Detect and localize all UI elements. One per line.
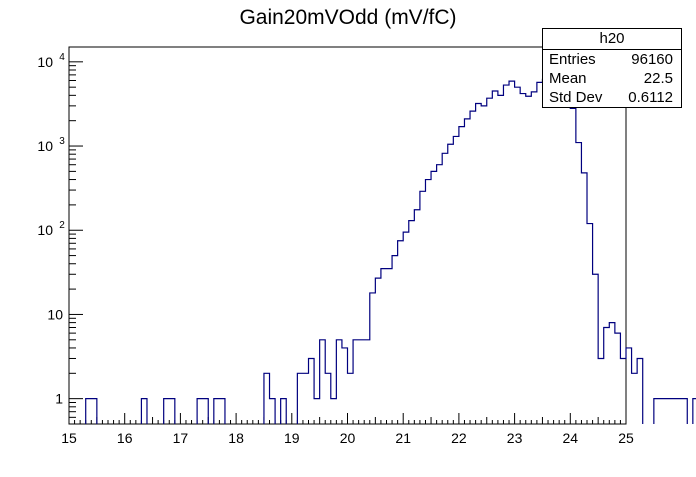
y-tick-exponent: 2 <box>59 220 65 231</box>
y-tick-label: 1 <box>55 391 63 407</box>
stats-box-title: h20 <box>543 29 681 50</box>
stats-label: Mean <box>549 70 587 87</box>
x-tick-label: 21 <box>395 430 411 446</box>
y-tick-exponent: 3 <box>59 136 65 147</box>
stats-label: Entries <box>549 51 596 68</box>
stats-label: Std Dev <box>549 89 603 106</box>
y-tick-label: 10 <box>37 138 53 154</box>
stats-row-stddev: Std Dev 0.6112 <box>543 88 681 107</box>
x-tick-label: 17 <box>173 430 189 446</box>
chart-title: Gain20mVOdd (mV/fC) <box>239 6 456 29</box>
stats-value: 0.6112 <box>628 89 673 106</box>
x-tick-label: 24 <box>563 430 579 446</box>
y-tick-exponent: 4 <box>59 52 65 63</box>
y-axis: 1 10 10 2 10 3 10 4 <box>37 52 83 425</box>
stats-value: 22.5 <box>643 70 673 87</box>
x-tick-label: 19 <box>284 430 300 446</box>
stats-row-mean: Mean 22.5 <box>543 69 681 88</box>
x-tick-label: 25 <box>618 430 634 446</box>
x-tick-label: 16 <box>117 430 133 446</box>
stats-row-entries: Entries 96160 <box>543 50 681 69</box>
x-tick-label: 23 <box>507 430 523 446</box>
y-tick-label: 10 <box>47 306 63 322</box>
stats-box: h20 Entries 96160 Mean 22.5 Std Dev 0.61… <box>542 28 682 108</box>
stats-value: 96160 <box>631 51 673 68</box>
x-tick-label: 22 <box>451 430 467 446</box>
x-tick-label: 20 <box>340 430 356 446</box>
histogram-series-line <box>85 69 696 424</box>
y-tick-label: 10 <box>37 54 53 70</box>
x-tick-label: 15 <box>61 430 77 446</box>
x-axis: 15 16 17 18 19 20 21 22 23 24 25 <box>61 413 634 446</box>
y-tick-label: 10 <box>37 222 53 238</box>
x-tick-label: 18 <box>228 430 244 446</box>
